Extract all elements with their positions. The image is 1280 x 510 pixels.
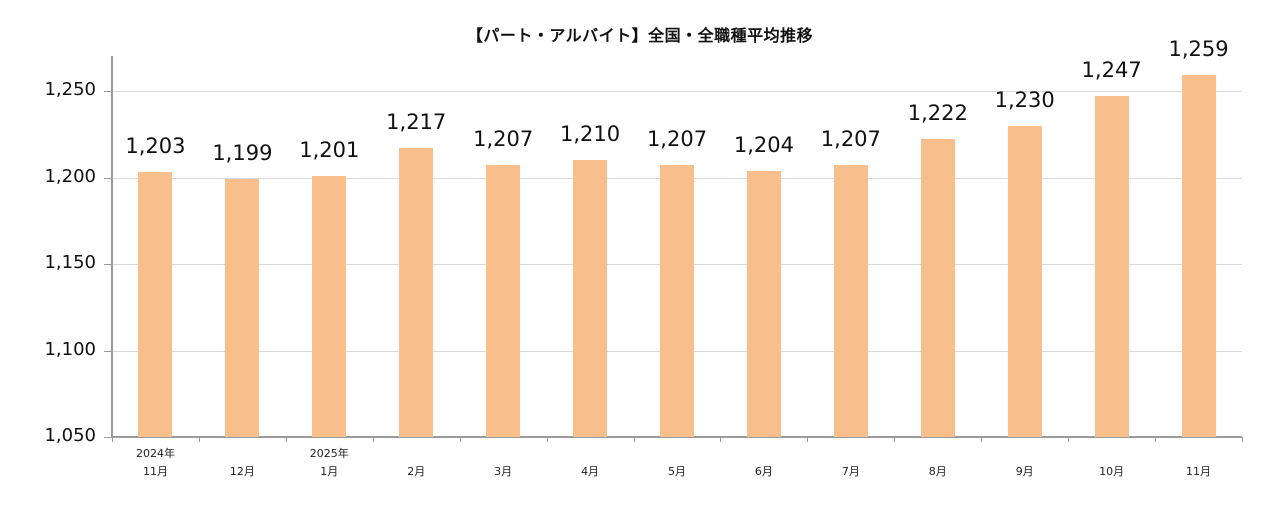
x-tick [894, 437, 896, 442]
x-axis-month-label: 11月 [1186, 465, 1212, 478]
y-tick [104, 264, 112, 265]
x-tick [546, 437, 548, 442]
y-tick-label: 1,250 [44, 79, 96, 100]
x-axis-month-label: 3月 [494, 465, 513, 478]
bar [833, 165, 868, 437]
x-axis-year-label: 2024年 [135, 447, 175, 460]
bar [486, 165, 521, 437]
x-axis-month-label: 11月 [142, 465, 168, 478]
data-value-label: 1,210 [560, 122, 621, 147]
y-axis-line [111, 56, 113, 438]
chart-title: 【パート・アルバイト】全国・全職種平均推移 [466, 26, 814, 45]
bar [1094, 96, 1129, 437]
data-value-label: 1,222 [907, 101, 968, 126]
x-tick [981, 437, 983, 442]
x-axis-month-label: 4月 [581, 465, 600, 478]
x-tick [112, 437, 113, 442]
x-axis-month-label: 7月 [841, 465, 860, 478]
data-value-label: 1,247 [1081, 58, 1142, 83]
bar [746, 170, 781, 437]
y-tick [104, 91, 112, 92]
y-tick-label: 1,100 [44, 338, 96, 360]
x-tick [1242, 437, 1243, 442]
x-tick [1068, 437, 1070, 442]
x-axis-month-label: 6月 [754, 465, 773, 478]
bar [312, 175, 347, 437]
x-axis-month-label: 2月 [407, 465, 426, 478]
x-tick [1155, 437, 1157, 442]
bar [1007, 125, 1042, 437]
y-tick-label: 1,200 [44, 165, 96, 187]
data-value-label: 1,204 [733, 132, 794, 157]
y-tick [104, 350, 112, 352]
bar [1181, 75, 1216, 437]
data-value-label: 1,199 [212, 141, 273, 166]
x-tick [285, 437, 287, 442]
data-value-label: 1,201 [299, 137, 360, 162]
x-axis-month-label: 9月 [1015, 465, 1034, 478]
x-tick [372, 437, 374, 442]
bar [138, 172, 173, 437]
y-tick [104, 177, 112, 179]
bar [573, 160, 608, 437]
x-tick [807, 437, 809, 442]
x-axis-month-label: 10月 [1099, 465, 1125, 478]
y-tick-label: 1,050 [44, 425, 96, 446]
data-value-label: 1,217 [386, 110, 447, 135]
x-axis-month-label: 12月 [229, 465, 255, 478]
x-tick [198, 437, 200, 442]
x-axis-month-label: 8月 [928, 465, 947, 478]
data-value-label: 1,230 [994, 87, 1055, 112]
y-tick-label: 1,150 [44, 252, 96, 273]
bar [660, 165, 694, 437]
data-value-label: 1,207 [473, 127, 534, 152]
data-value-label: 1,259 [1168, 37, 1229, 62]
x-tick [720, 437, 722, 442]
bar [225, 179, 260, 437]
bar [920, 139, 955, 437]
data-value-label: 1,207 [646, 127, 708, 152]
x-axis-year-label: 2025年 [309, 447, 349, 460]
x-axis-month-label: 5月 [668, 465, 686, 478]
data-value-label: 1,207 [820, 127, 881, 152]
gridline [112, 91, 1242, 92]
x-tick [459, 437, 461, 442]
x-axis-month-label: 1月 [320, 465, 339, 478]
bar [399, 148, 434, 437]
y-tick [104, 437, 112, 438]
data-value-label: 1,203 [125, 134, 186, 159]
x-tick [633, 437, 635, 442]
x-axis-line [111, 436, 1242, 438]
